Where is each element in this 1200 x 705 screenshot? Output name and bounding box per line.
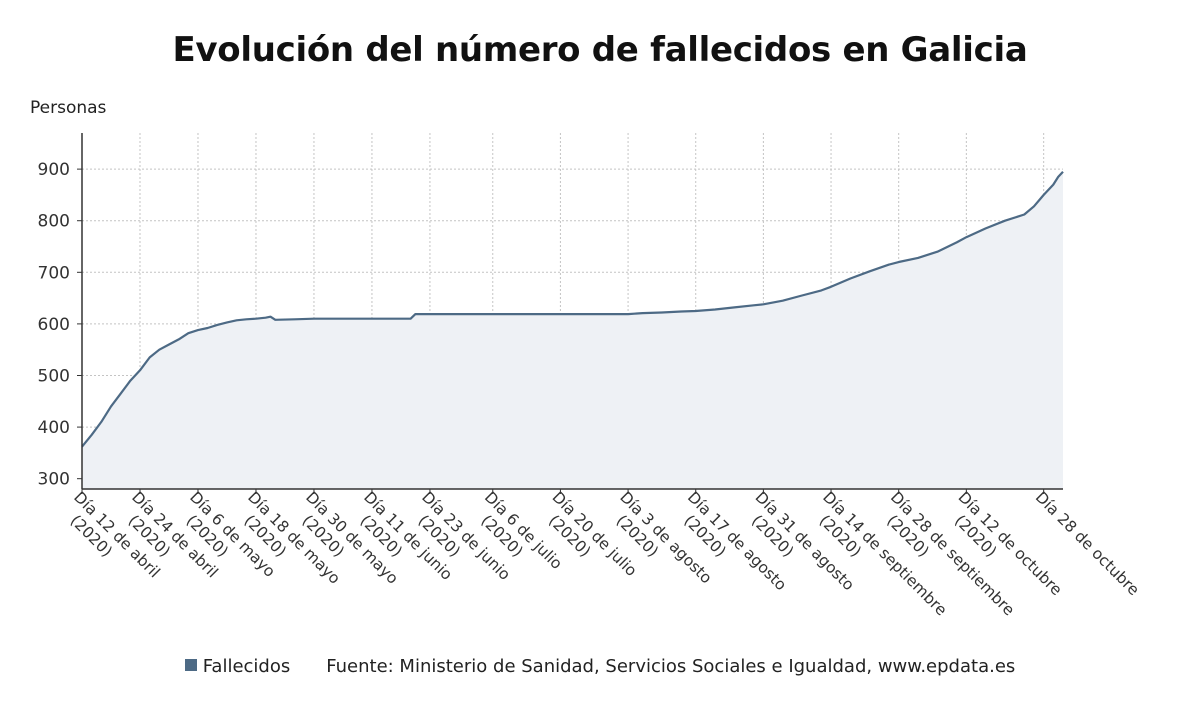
source-note: Fuente: Ministerio de Sanidad, Servicios… — [326, 656, 1016, 677]
y-tick-label: 800 — [38, 212, 70, 232]
y-tick-label: 700 — [38, 263, 70, 283]
y-axis-label: Personas — [30, 98, 107, 118]
chart-title: Evolución del número de fallecidos en Ga… — [172, 30, 1028, 70]
legend: Fallecidos Fuente: Ministerio de Sanidad,… — [0, 656, 1200, 677]
y-tick-label: 300 — [38, 470, 70, 490]
y-tick-label: 400 — [38, 418, 70, 438]
y-tick-label: 600 — [38, 315, 70, 335]
y-tick-label: 900 — [38, 160, 70, 180]
legend-swatch — [184, 659, 197, 671]
series-area-fallecidos — [82, 171, 1063, 489]
y-tick-label: 500 — [38, 366, 70, 386]
legend-series-label: Fallecidos — [202, 656, 291, 677]
series-line-fallecidos — [81, 170, 1064, 448]
